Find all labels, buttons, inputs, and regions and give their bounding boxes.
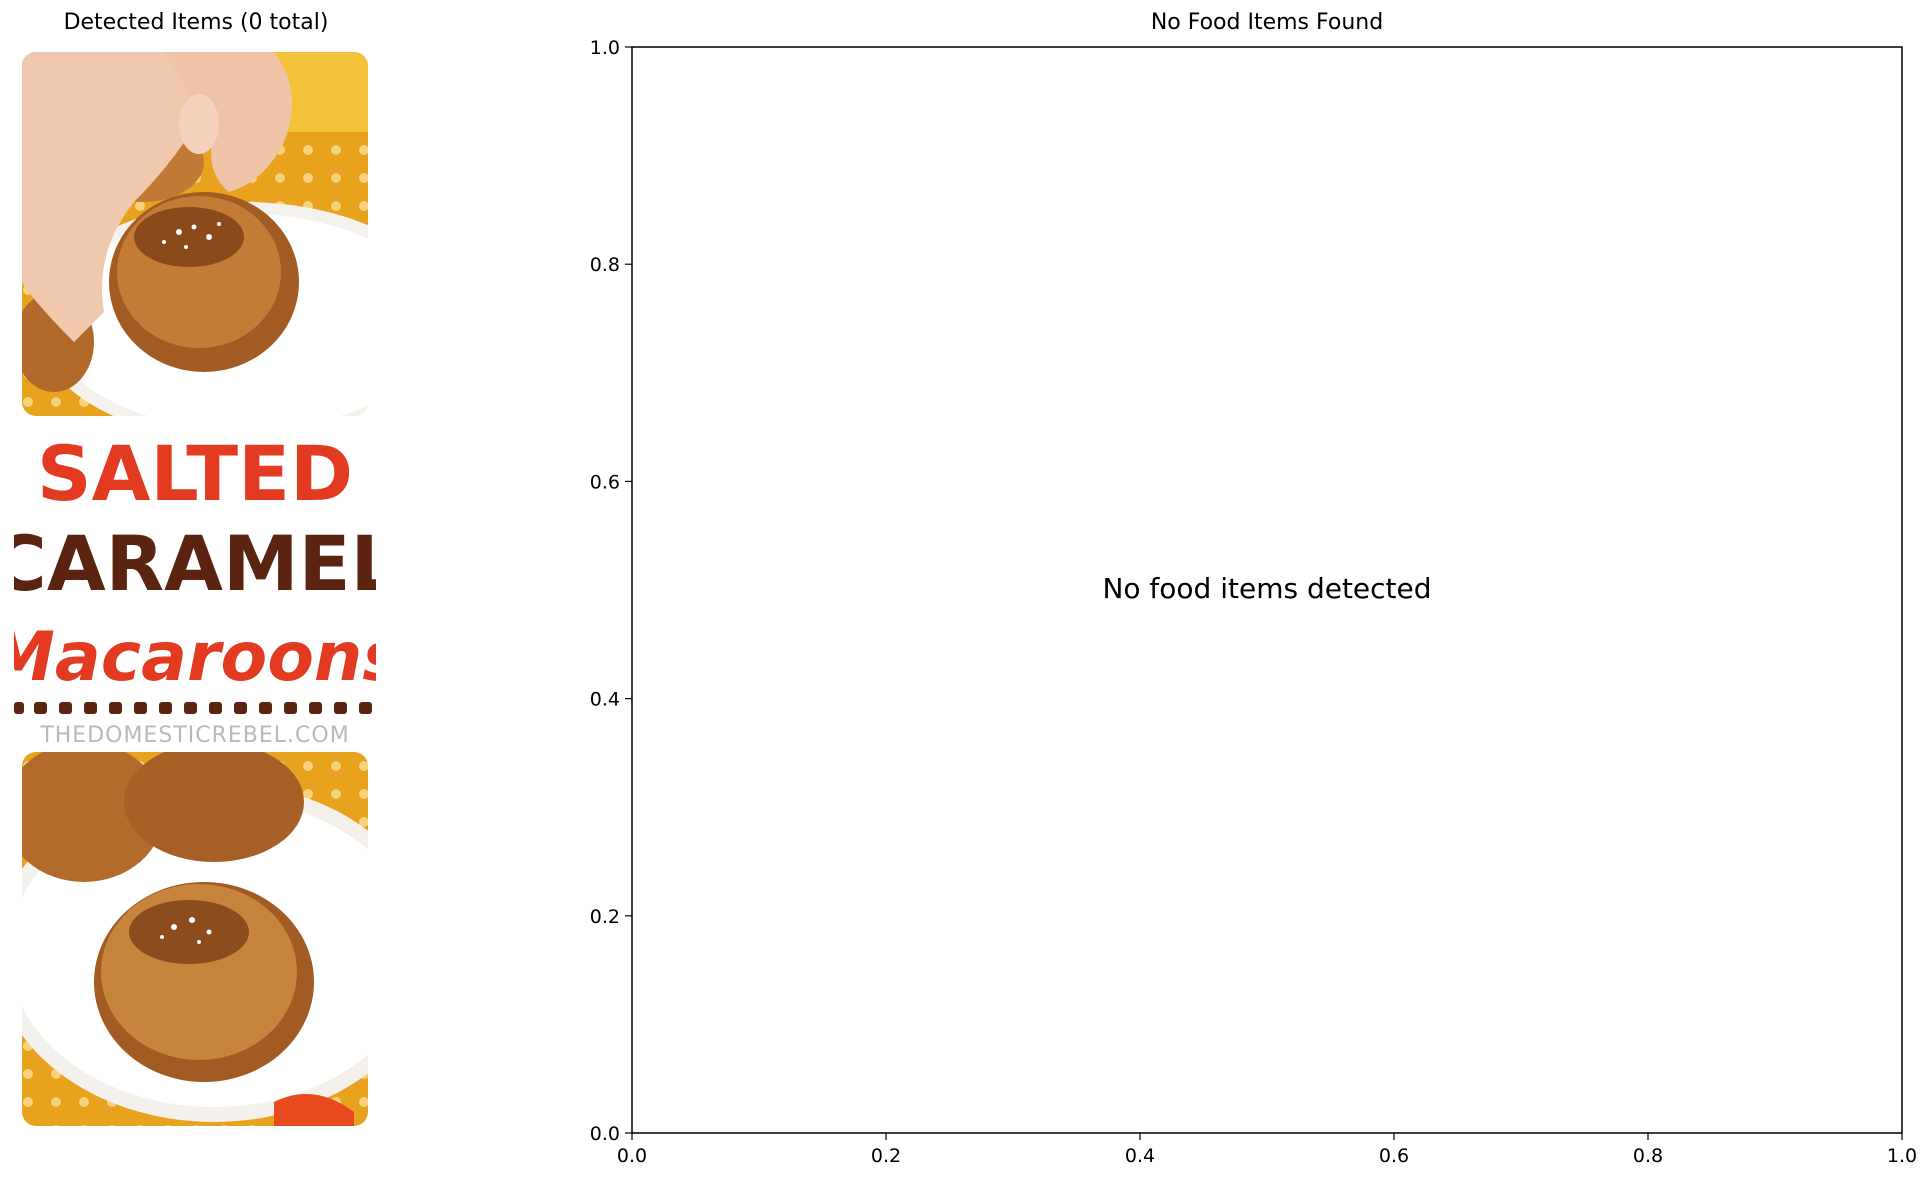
- x-tick-label: 1.0: [1887, 1145, 1917, 1167]
- axes-frame: [631, 46, 1903, 1134]
- detected-items-title: Detected Items (0 total): [63, 10, 329, 35]
- x-tick-label: 0.6: [1379, 1145, 1409, 1167]
- headline-line3: Macaroons: [14, 618, 376, 697]
- y-tick-label: 0.0: [590, 1123, 620, 1145]
- y-tick-label: 0.2: [590, 906, 620, 928]
- y-axis: 0.0 0.2 0.4 0.6 0.8 1.0: [590, 37, 632, 1145]
- headline-line1: SALTED: [37, 429, 353, 518]
- y-tick-label: 0.8: [590, 254, 620, 276]
- recipe-image: SALTED CARAMEL Macaroons THEDOMESTICREBE…: [14, 52, 376, 1126]
- no-data-annotation: No food items detected: [1102, 572, 1431, 605]
- recipe-headline: SALTED CARAMEL Macaroons THEDOMESTICREBE…: [14, 429, 376, 748]
- headline-line2: CARAMEL: [14, 519, 376, 608]
- chart-title: No Food Items Found: [1150, 10, 1384, 35]
- top-photo: [22, 52, 368, 416]
- x-axis: 0.0 0.2 0.4 0.6 0.8 1.0: [617, 1133, 1917, 1167]
- dot-divider: [14, 702, 372, 714]
- y-tick-label: 0.4: [590, 689, 620, 711]
- bottom-photo: [22, 752, 368, 1126]
- watermark-text: THEDOMESTICREBEL.COM: [39, 723, 349, 748]
- y-tick-label: 0.6: [590, 471, 620, 493]
- x-tick-label: 0.4: [1125, 1145, 1155, 1167]
- x-tick-label: 0.8: [1633, 1145, 1663, 1167]
- x-tick-label: 0.2: [871, 1145, 901, 1167]
- y-tick-label: 1.0: [590, 37, 620, 59]
- x-tick-label: 0.0: [617, 1145, 647, 1167]
